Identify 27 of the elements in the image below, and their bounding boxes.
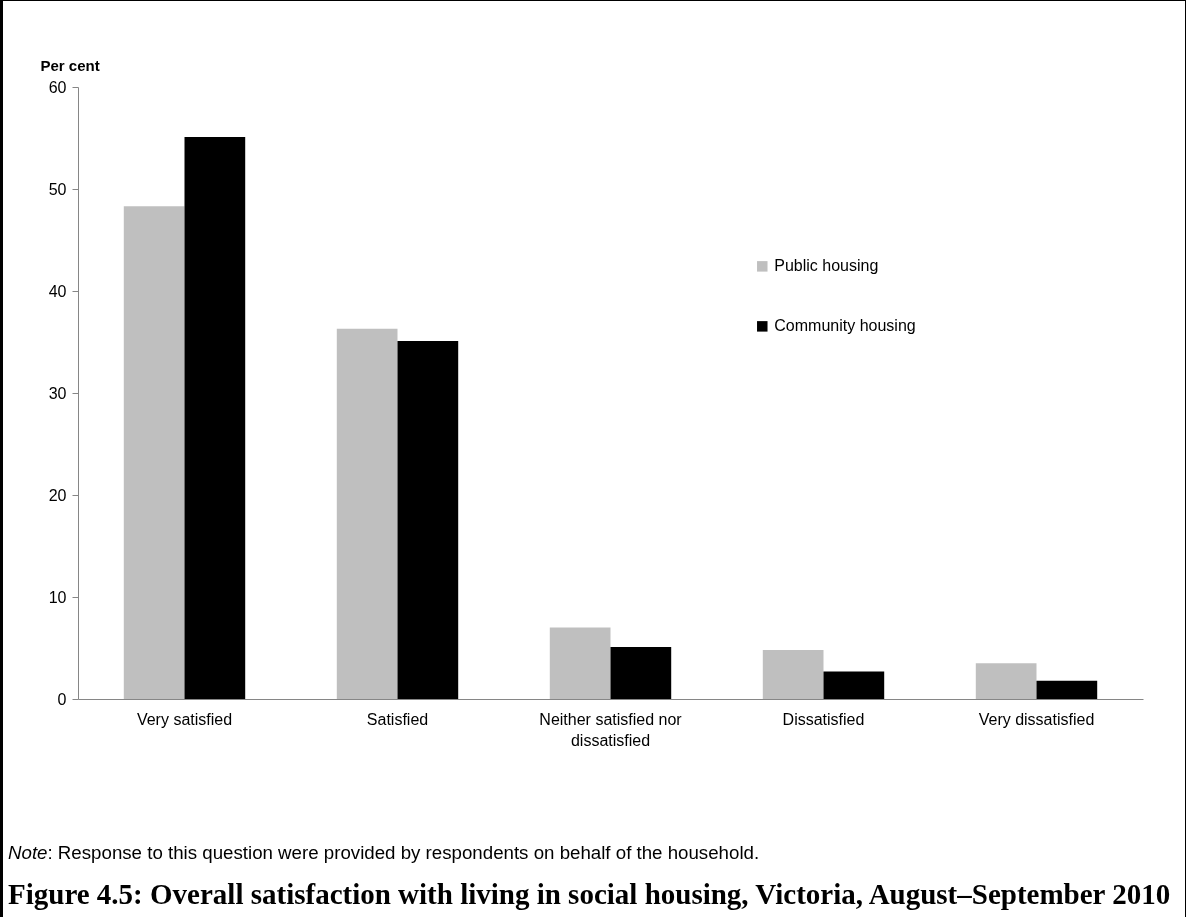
x-tick-label: Satisfied	[366, 710, 429, 728]
x-tick-label: Dissatisfied	[782, 710, 865, 728]
bar	[762, 650, 824, 699]
y-tick-label: 60	[48, 78, 67, 96]
bar	[123, 206, 185, 699]
x-tick-label: Neither satisfied nor dissatisfied	[539, 710, 683, 749]
bar	[610, 646, 672, 699]
legend-label: Community housing	[774, 317, 916, 335]
y-tick-label: 20	[48, 486, 67, 504]
bar	[1036, 680, 1098, 699]
bar	[184, 136, 246, 699]
y-tick-label: 40	[48, 282, 67, 300]
y-tick-label: 50	[48, 180, 67, 198]
bar	[549, 627, 611, 699]
text: Note: Response to this question were provided by respondents on behalf of the household.	[8, 842, 760, 864]
bar	[336, 328, 398, 699]
text: Figure 4.5: Overall satisfaction with living in social housing, Victoria, August–September 2010	[8, 878, 1171, 912]
bar	[823, 671, 885, 699]
y-axis-title: Per cent	[40, 56, 100, 74]
x-tick-label: Very dissatisfied	[978, 710, 1095, 728]
legend-label: Public housing	[774, 257, 879, 275]
y-tick-label: 10	[48, 588, 67, 606]
bar	[975, 663, 1037, 699]
x-tick-label: Very satisfied	[136, 710, 233, 728]
bar	[397, 340, 459, 699]
y-tick-label: 30	[48, 384, 67, 402]
y-tick-label: 0	[57, 690, 67, 708]
